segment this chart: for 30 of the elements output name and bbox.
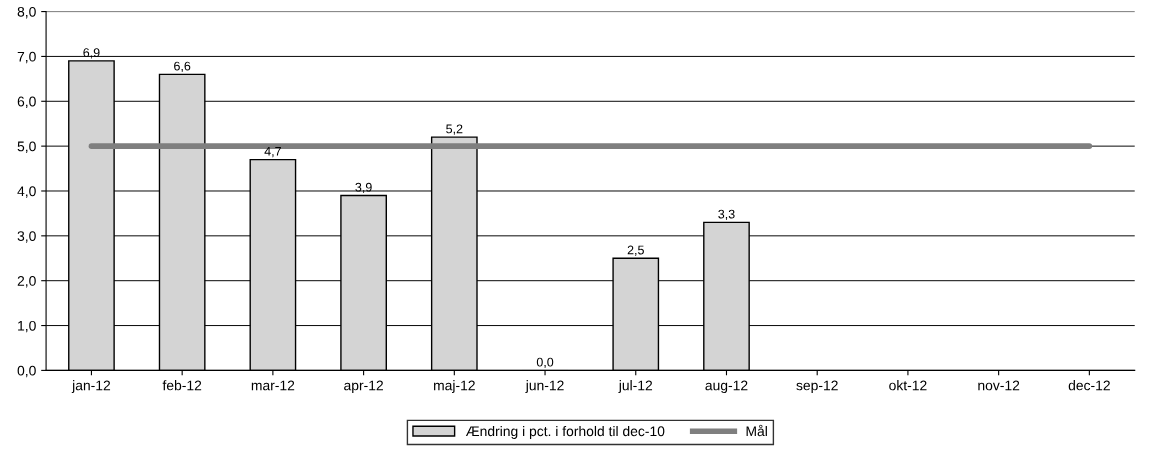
y-tick-label: 7,0: [17, 51, 36, 64]
data-label: 3,9: [355, 182, 372, 194]
y-tick-label: 2,0: [17, 276, 36, 288]
x-tick-label: feb-12: [162, 380, 202, 391]
x-tick-label: okt-12: [889, 380, 927, 391]
x-tick-label: maj-12: [434, 380, 475, 394]
y-tick-label: 8,0: [17, 6, 36, 19]
x-tick-label: nov-12: [978, 380, 1020, 391]
data-label: 4,7: [264, 147, 281, 158]
x-tick-label: jan-12: [71, 380, 111, 394]
data-label: 2,5: [627, 245, 644, 256]
data-label: 0,0: [536, 357, 554, 369]
y-tick-label: 0,0: [17, 365, 36, 378]
x-tick-label: jun-12: [525, 380, 564, 394]
data-label: 3,3: [718, 209, 735, 220]
x-tick-label: mar-12: [251, 380, 295, 391]
legend-label: Mål: [746, 424, 767, 437]
x-tick-label: dec-12: [1068, 380, 1110, 391]
x-tick-label: jul-12: [618, 380, 653, 394]
y-tick-label: 1,0: [18, 320, 36, 333]
y-tick-label: 5,0: [17, 141, 36, 153]
x-tick-label: aug-12: [705, 380, 748, 394]
y-tick-label: 4,0: [17, 186, 36, 198]
x-tick-label: apr-12: [344, 380, 383, 394]
y-tick-label: 6,0: [17, 96, 36, 109]
y-tick-label: 3,0: [17, 231, 36, 243]
x-tick-label: sep-12: [796, 380, 838, 394]
data-label: 6,6: [174, 61, 191, 72]
legend-label: Ændring i pct. i forhold til dec-10: [465, 425, 665, 439]
data-label: 5,2: [446, 124, 463, 135]
